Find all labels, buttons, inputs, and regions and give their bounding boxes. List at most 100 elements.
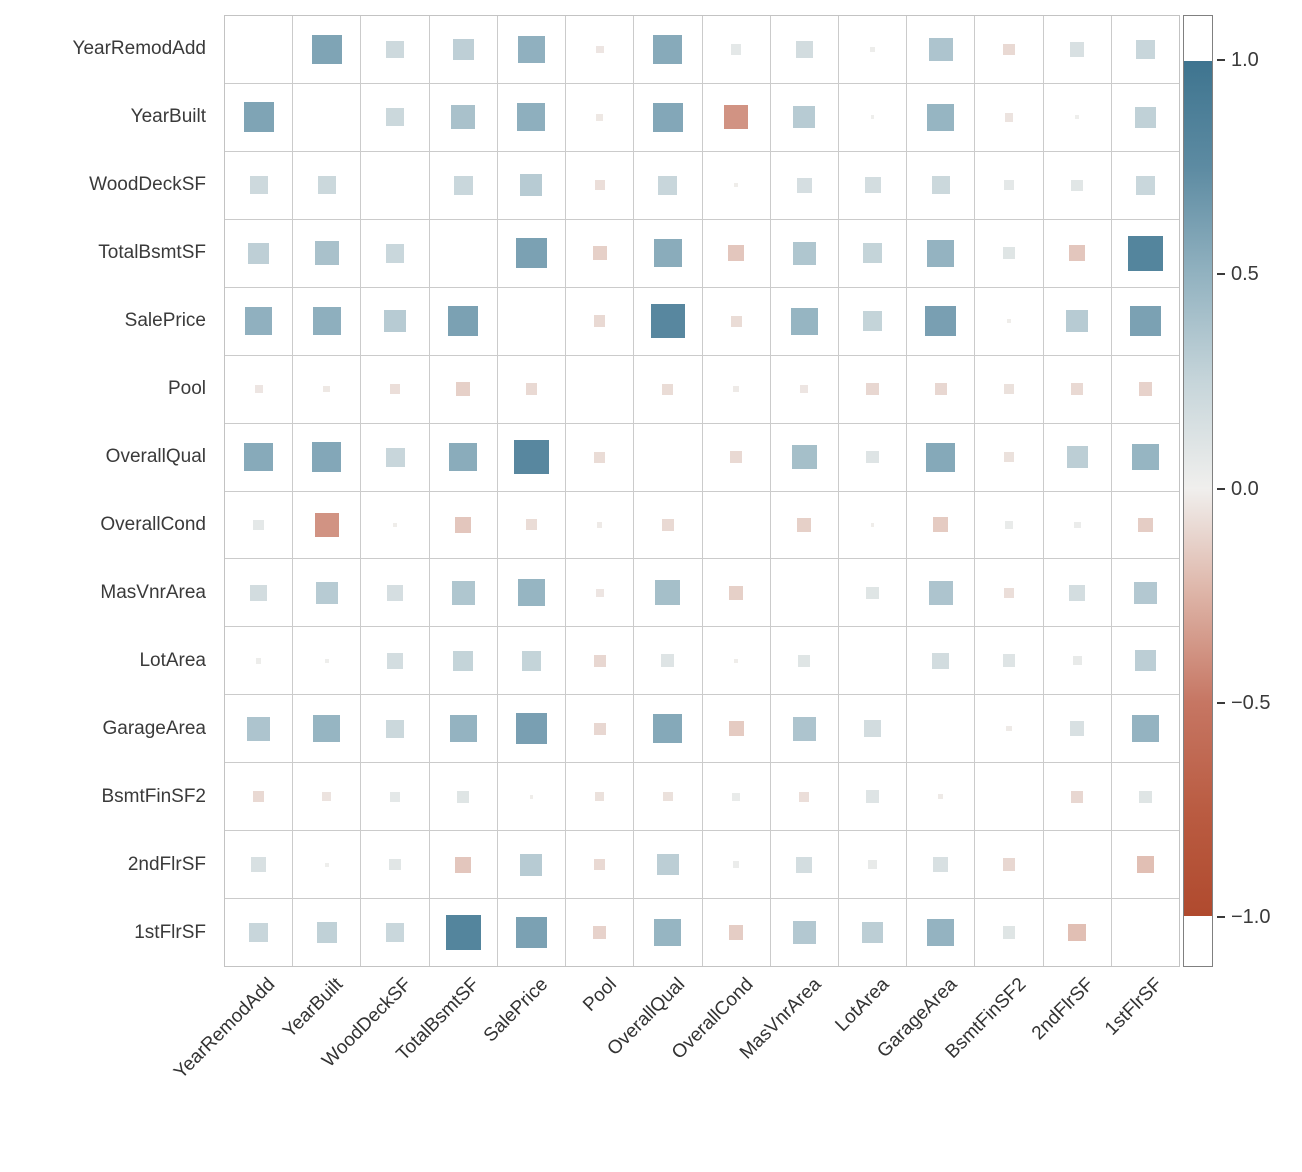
- correlation-square: [455, 856, 472, 873]
- col-label-1stFlrSF: 1stFlrSF: [1101, 974, 1167, 1040]
- row-label-OverallCond: OverallCond: [100, 514, 206, 535]
- correlation-square: [316, 922, 338, 943]
- matrix-cell: [225, 151, 293, 219]
- correlation-square: [314, 513, 339, 537]
- correlation-square: [653, 102, 683, 133]
- matrix-cell: [907, 899, 975, 966]
- matrix-cell: [1043, 16, 1111, 83]
- matrix-cell: [702, 831, 770, 899]
- correlation-square: [1138, 382, 1153, 396]
- matrix-cell: [497, 423, 566, 491]
- matrix-cell: [497, 899, 566, 966]
- matrix-cell: [429, 287, 497, 355]
- matrix-cell: [907, 287, 975, 355]
- matrix-cell: [429, 627, 497, 695]
- correlation-square: [657, 853, 679, 876]
- matrix-cell: [975, 831, 1043, 899]
- correlation-square: [592, 925, 607, 940]
- correlation-square: [864, 720, 881, 737]
- correlation-square: [928, 581, 953, 605]
- matrix-cell: [634, 763, 702, 831]
- correlation-square: [249, 923, 269, 943]
- correlation-square: [248, 242, 270, 264]
- matrix-cell: [293, 219, 361, 287]
- matrix-cell: [225, 287, 293, 355]
- matrix-cell: [361, 763, 429, 831]
- matrix-cell: [361, 559, 429, 627]
- matrix-cell: [634, 627, 702, 695]
- correlation-square: [1003, 587, 1015, 599]
- correlation-square: [734, 658, 739, 663]
- matrix-cell: [225, 695, 293, 763]
- correlation-square: [1002, 247, 1016, 260]
- matrix-cell: [429, 695, 497, 763]
- matrix-cell: [429, 559, 497, 627]
- col-label-YearRemodAdd: YearRemodAdd: [169, 974, 279, 1084]
- matrix-cell: [497, 151, 566, 219]
- row-label-Pool: Pool: [167, 378, 206, 399]
- matrix-cell: [838, 831, 907, 899]
- matrix-cell: [1111, 355, 1179, 423]
- correlation-square: [864, 177, 881, 194]
- matrix-cell: [361, 355, 429, 423]
- correlation-square: [654, 919, 682, 946]
- correlation-square: [934, 382, 947, 396]
- matrix-cell: [907, 83, 975, 151]
- correlation-square: [594, 451, 606, 463]
- correlation-square: [386, 40, 404, 59]
- row-label-SalePrice: SalePrice: [124, 310, 206, 331]
- matrix-cell: [702, 151, 770, 219]
- matrix-cell: [566, 16, 634, 83]
- matrix-cell: [361, 491, 429, 559]
- correlation-square: [455, 516, 472, 533]
- matrix-cell: [975, 627, 1043, 695]
- matrix-cell: [770, 83, 838, 151]
- matrix-cell: [1111, 559, 1179, 627]
- matrix-cell: [838, 219, 907, 287]
- row-label-GarageArea: GarageArea: [102, 718, 206, 739]
- correlation-square: [1127, 235, 1163, 271]
- matrix-cell: [975, 83, 1043, 151]
- correlation-square: [1069, 584, 1086, 601]
- matrix-cell: [566, 627, 634, 695]
- matrix-cell: [1043, 355, 1111, 423]
- matrix-cell: [497, 695, 566, 763]
- matrix-cell: [975, 423, 1043, 491]
- matrix-cell: [293, 831, 361, 899]
- matrix-cell: [429, 423, 497, 491]
- matrix-cell: [770, 831, 838, 899]
- correlation-square: [323, 385, 331, 393]
- correlation-square: [246, 716, 271, 741]
- matrix-cell: [907, 559, 975, 627]
- matrix-cell: [361, 83, 429, 151]
- correlation-square: [866, 450, 879, 464]
- row-label-BsmtFinSF2: BsmtFinSF2: [101, 786, 206, 807]
- matrix-cell: [225, 219, 293, 287]
- matrix-cell: [907, 627, 975, 695]
- correlation-square: [650, 303, 686, 339]
- correlation-square: [456, 382, 471, 397]
- correlation-square: [311, 34, 342, 65]
- matrix-cell: [634, 899, 702, 966]
- matrix-cell: [566, 287, 634, 355]
- correlation-square: [457, 790, 470, 803]
- matrix-cell: [634, 151, 702, 219]
- matrix-cell: [497, 559, 566, 627]
- colorbar-tick-mark: [1217, 701, 1225, 704]
- colorbar-tick-mark: [1217, 916, 1225, 919]
- matrix-cell: [1043, 287, 1111, 355]
- matrix-cell: [838, 423, 907, 491]
- correlation-square: [518, 579, 545, 607]
- matrix-cell: [838, 627, 907, 695]
- matrix-cell: [566, 695, 634, 763]
- correlation-square: [931, 176, 950, 195]
- matrix-cell: [429, 151, 497, 219]
- matrix-cell: [702, 899, 770, 966]
- correlation-square: [1134, 650, 1157, 672]
- matrix-cell: [361, 151, 429, 219]
- correlation-square: [655, 580, 681, 606]
- correlation-square: [313, 715, 341, 743]
- correlation-square: [927, 239, 955, 267]
- matrix-cell: [566, 831, 634, 899]
- correlation-square: [520, 853, 543, 876]
